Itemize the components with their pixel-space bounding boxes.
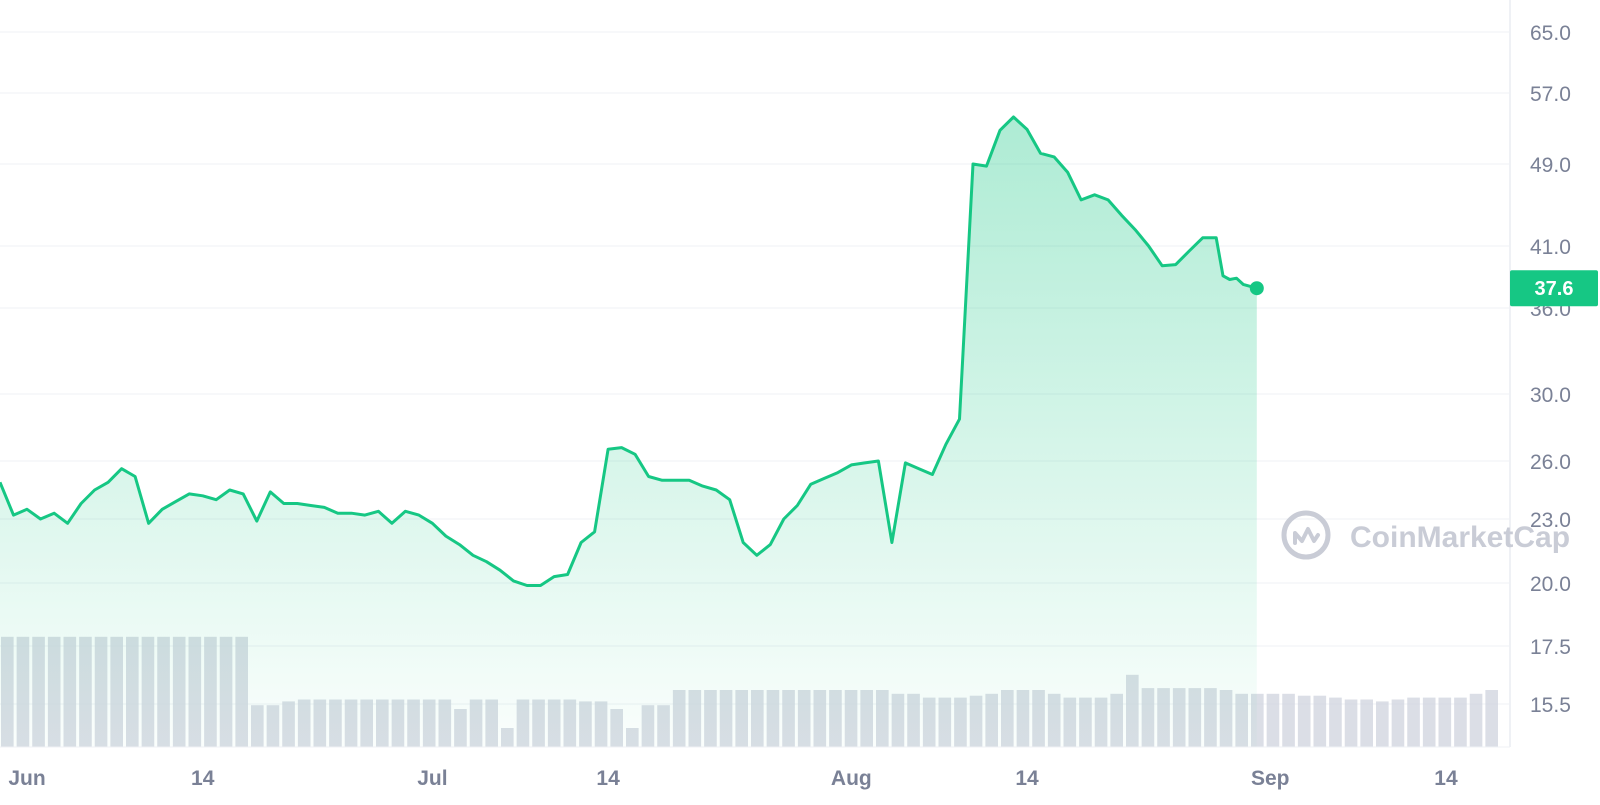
last-price-badge: 37.6 [1510, 270, 1598, 306]
volume-bar [1470, 694, 1483, 747]
x-axis: Jun 14 Jul 14 Aug 14 Sep 14 [0, 747, 1510, 790]
watermark: CoinMarketCap [1284, 513, 1570, 557]
volume-bar [1485, 690, 1498, 747]
volume-bar [1360, 700, 1373, 748]
y-tick-label: 30.0 [1530, 384, 1571, 407]
y-tick-label: 17.5 [1530, 636, 1571, 659]
y-tick-label: 41.0 [1530, 236, 1571, 259]
x-tick-label: 14 [1015, 767, 1039, 790]
volume-bar [1407, 698, 1420, 747]
y-tick-label: 65.0 [1530, 22, 1571, 45]
y-tick-label: 23.0 [1530, 509, 1571, 532]
x-tick-label: 14 [596, 767, 620, 790]
y-tick-label: 20.0 [1530, 573, 1571, 596]
y-axis: 65.057.049.041.036.030.026.023.020.017.5… [1530, 22, 1571, 717]
volume-bar [1345, 700, 1358, 748]
x-tick-label: Jul [417, 767, 447, 790]
volume-bar [1282, 694, 1295, 747]
x-tick-label: Aug [831, 767, 872, 790]
volume-bar [1298, 696, 1311, 747]
x-tick-label: 14 [191, 767, 215, 790]
price-area-fill [0, 117, 1257, 747]
x-tick-label: Jun [8, 767, 45, 790]
volume-bar [1314, 696, 1327, 747]
last-price-badge-text: 37.6 [1535, 278, 1574, 300]
y-tick-label: 15.5 [1530, 694, 1571, 717]
x-tick-label: 14 [1434, 767, 1458, 790]
volume-bar [1329, 698, 1342, 747]
volume-bar [1423, 698, 1436, 747]
volume-bar [1392, 700, 1405, 748]
volume-bar [1439, 698, 1452, 747]
volume-bar [1267, 694, 1280, 747]
x-tick-label: Sep [1251, 767, 1290, 790]
last-price-dot [1250, 281, 1264, 295]
coinmarketcap-logo-icon [1284, 513, 1328, 557]
y-tick-label: 57.0 [1530, 83, 1571, 106]
volume-bar [1454, 698, 1467, 747]
price-area [0, 117, 1257, 747]
y-tick-label: 26.0 [1530, 451, 1571, 474]
volume-bar [1376, 701, 1389, 747]
y-tick-label: 49.0 [1530, 154, 1571, 177]
